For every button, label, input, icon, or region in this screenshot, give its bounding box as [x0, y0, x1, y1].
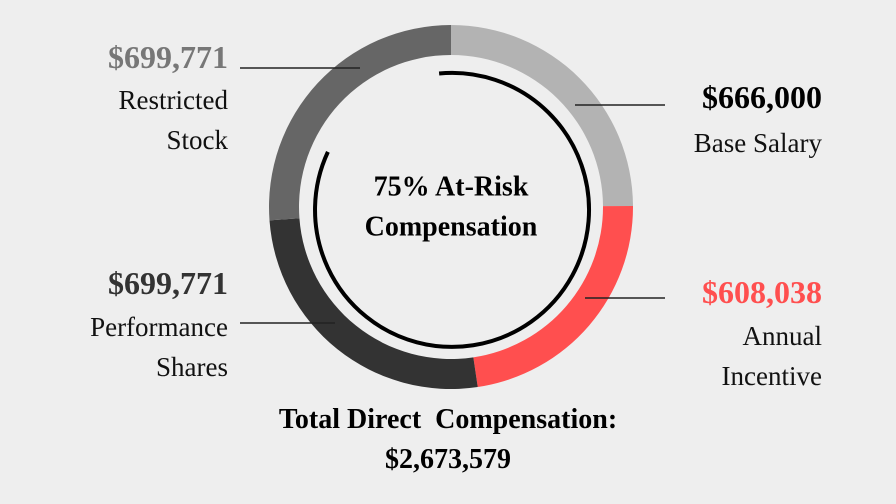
category-label: Performance Shares: [90, 312, 228, 382]
center-text: 75% At-Risk: [374, 171, 529, 202]
total-value: $2,673,579: [385, 444, 511, 475]
total-label: Total Direct Compensation:: [278, 404, 618, 435]
value-label: $699,771: [108, 39, 228, 75]
donut-slice: [473, 205, 633, 388]
donut-slice: [451, 25, 633, 207]
value-label: $666,000: [702, 79, 822, 115]
donut-slice: [269, 218, 478, 389]
category-label: Restricted Stock: [118, 85, 228, 155]
category-label: Base Salary: [693, 128, 822, 158]
value-label: $608,038: [702, 274, 822, 310]
donut-slice: [269, 25, 451, 221]
category-label: Annual Incentive: [721, 321, 822, 391]
at-risk-arc: [313, 70, 591, 349]
value-label: $699,771: [108, 265, 228, 301]
center-text: Compensation: [365, 211, 538, 242]
